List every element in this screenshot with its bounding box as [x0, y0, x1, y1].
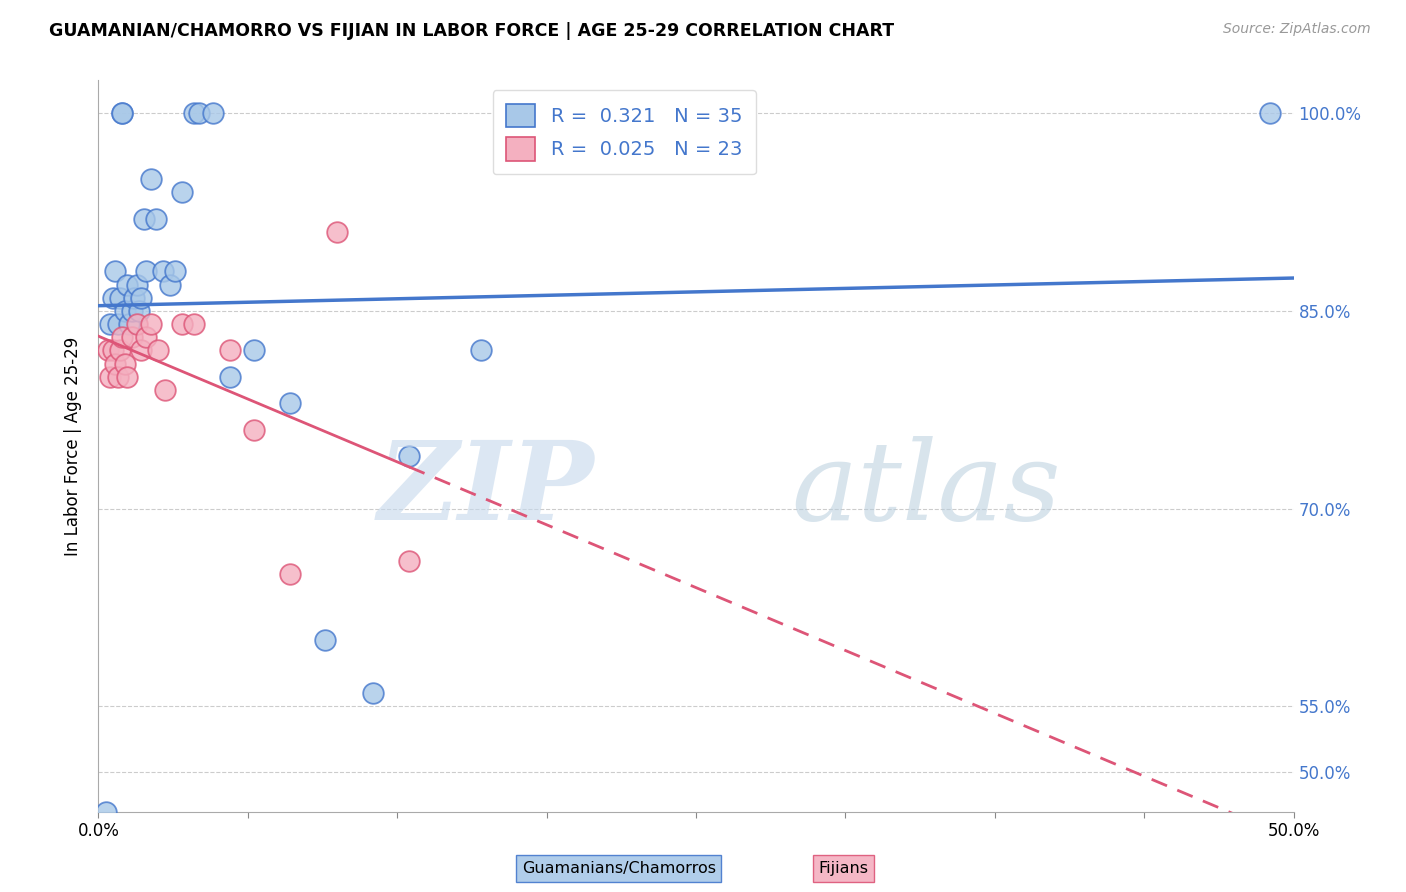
Point — [121, 330, 143, 344]
Point — [315, 633, 337, 648]
Point — [148, 343, 170, 358]
Point — [183, 106, 205, 120]
Point — [132, 211, 155, 226]
Text: ZIP: ZIP — [378, 436, 595, 543]
Point — [183, 317, 205, 331]
Point — [398, 554, 420, 568]
Y-axis label: In Labor Force | Age 25-29: In Labor Force | Age 25-29 — [65, 336, 83, 556]
Point — [107, 369, 129, 384]
Point — [94, 805, 117, 819]
Point — [219, 343, 242, 358]
Point — [111, 106, 134, 120]
Point — [104, 264, 127, 278]
Point — [101, 343, 124, 358]
Point — [155, 383, 177, 397]
Point — [97, 343, 120, 358]
Point — [131, 291, 153, 305]
Point — [135, 330, 157, 344]
Point — [121, 304, 143, 318]
Point — [101, 291, 124, 305]
Point — [202, 106, 225, 120]
Text: Fijians: Fijians — [818, 861, 869, 876]
Point — [104, 357, 127, 371]
Point — [398, 449, 420, 463]
Point — [363, 686, 385, 700]
Point — [114, 357, 136, 371]
Point — [278, 567, 301, 582]
Point — [243, 343, 266, 358]
Point — [326, 225, 349, 239]
Point — [278, 396, 301, 410]
Point — [145, 211, 167, 226]
Point — [111, 330, 134, 344]
Point — [187, 106, 209, 120]
Point — [470, 343, 492, 358]
Text: atlas: atlas — [792, 436, 1062, 543]
Point — [111, 106, 134, 120]
Point — [1258, 106, 1281, 120]
Point — [128, 304, 150, 318]
Point — [219, 369, 242, 384]
Point — [163, 264, 186, 278]
Point — [107, 317, 129, 331]
Point — [124, 291, 146, 305]
Point — [118, 317, 141, 331]
Text: Guamanians/Chamorros: Guamanians/Chamorros — [522, 861, 716, 876]
Point — [98, 369, 122, 384]
Point — [135, 264, 157, 278]
Point — [114, 304, 136, 318]
Point — [159, 277, 181, 292]
Text: Source: ZipAtlas.com: Source: ZipAtlas.com — [1223, 22, 1371, 37]
Point — [115, 369, 138, 384]
Point — [98, 317, 122, 331]
Point — [115, 277, 138, 292]
Point — [139, 172, 162, 186]
Legend: R =  0.321   N = 35, R =  0.025   N = 23: R = 0.321 N = 35, R = 0.025 N = 23 — [492, 90, 756, 175]
Point — [243, 423, 266, 437]
Point — [131, 343, 153, 358]
Point — [125, 277, 148, 292]
Point — [152, 264, 174, 278]
Point — [108, 343, 131, 358]
Text: GUAMANIAN/CHAMORRO VS FIJIAN IN LABOR FORCE | AGE 25-29 CORRELATION CHART: GUAMANIAN/CHAMORRO VS FIJIAN IN LABOR FO… — [49, 22, 894, 40]
Point — [108, 291, 131, 305]
Point — [125, 317, 148, 331]
Point — [172, 186, 194, 200]
Point — [172, 317, 194, 331]
Point — [139, 317, 162, 331]
